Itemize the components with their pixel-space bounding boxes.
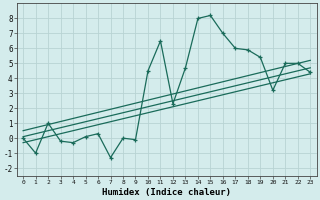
X-axis label: Humidex (Indice chaleur): Humidex (Indice chaleur) (102, 188, 231, 197)
